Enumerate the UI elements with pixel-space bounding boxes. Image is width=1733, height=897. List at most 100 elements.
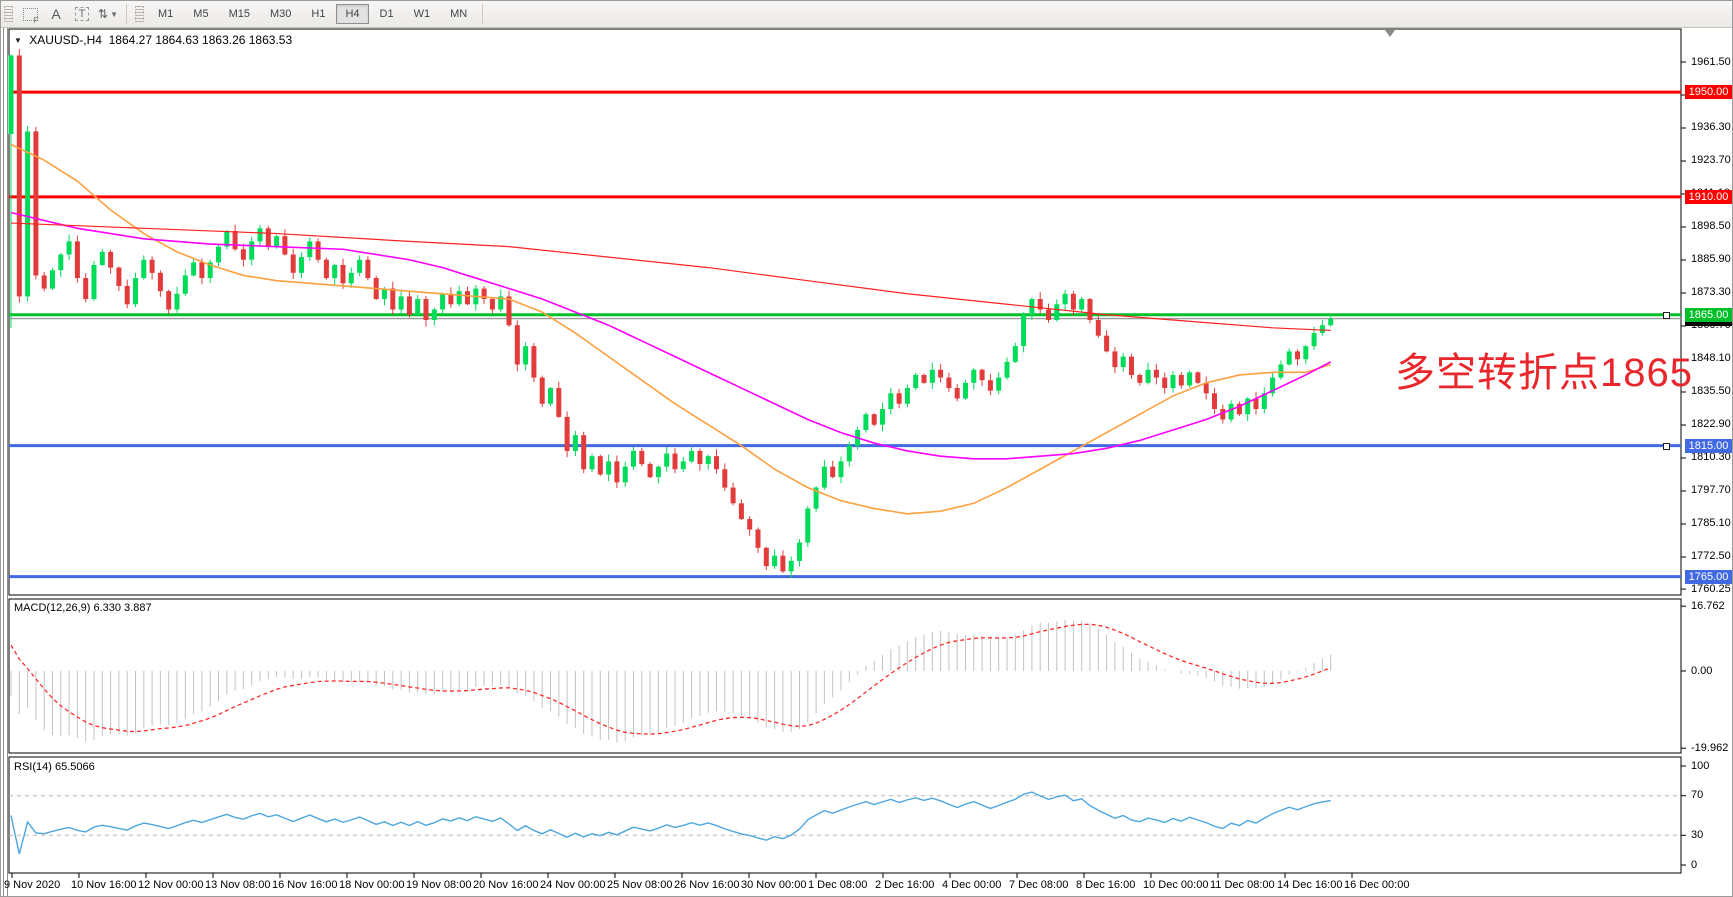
candle-body	[664, 453, 670, 467]
timeframe-button-m15[interactable]: M15	[228, 8, 250, 20]
timeframe-button-m5[interactable]: M5	[193, 8, 209, 20]
candle-body	[1228, 403, 1234, 420]
candle-body	[1112, 351, 1118, 368]
candle-body	[174, 293, 180, 310]
chart-title: ▼ XAUUSD-,H4 1864.27 1864.63 1863.26 186…	[14, 33, 292, 47]
candle-body	[680, 461, 686, 470]
candle-body	[133, 278, 138, 305]
candle-body	[240, 249, 246, 260]
candle-body	[274, 236, 280, 247]
candle-body	[1079, 299, 1085, 310]
candle-body	[216, 246, 221, 263]
text-label-icon[interactable]: T	[70, 3, 94, 25]
timeframe-button-d1[interactable]: D1	[379, 8, 394, 20]
candle-body	[1037, 299, 1043, 310]
time-tick-label: 10 Dec 00:00	[1143, 879, 1209, 891]
candle-body	[357, 259, 363, 273]
candle-body	[1137, 374, 1143, 383]
time-tick-label: 1 Dec 08:00	[808, 879, 868, 891]
candle-body	[282, 236, 288, 255]
timeframe-button-mn[interactable]: MN	[450, 8, 468, 20]
candle-body	[1120, 356, 1126, 368]
price-tick-label: 1835.50	[1691, 385, 1731, 398]
candle-body	[315, 241, 321, 260]
time-tick-label: 30 Nov 00:00	[741, 879, 807, 891]
candle-body	[423, 299, 429, 320]
candle-body	[954, 388, 960, 399]
font-icon[interactable]: A	[51, 6, 61, 22]
candle-body	[531, 346, 537, 378]
candle-body	[1070, 293, 1076, 310]
candle-body	[772, 555, 778, 567]
candle-body	[904, 388, 910, 404]
candle-body	[1203, 382, 1209, 394]
candle-body	[332, 264, 338, 279]
candle-body	[1245, 398, 1251, 415]
time-tick-label: 24 Nov 00:00	[540, 879, 606, 891]
candle-body	[340, 264, 346, 284]
timeframe-button-m30[interactable]: M30	[269, 8, 292, 20]
cycle-arrows-icon[interactable]: ⇅ ▼	[98, 7, 118, 21]
candle-body	[1187, 372, 1193, 386]
hline-handle-1815[interactable]	[1663, 442, 1670, 450]
candle-body	[232, 230, 238, 250]
candle-body	[257, 228, 263, 242]
candle-body	[83, 278, 89, 300]
candle-body	[382, 288, 387, 300]
candle-body	[16, 55, 22, 297]
candle-body	[539, 377, 545, 404]
ma-mid-magenta	[10, 211, 1332, 460]
candle-body	[406, 296, 412, 315]
candle-body	[896, 393, 902, 404]
candle-body	[365, 259, 371, 279]
time-tick-label: 16 Nov 16:00	[272, 879, 338, 891]
rsi-tick-label: 0	[1691, 858, 1698, 871]
candle-body	[1212, 393, 1217, 410]
candle-body	[647, 464, 653, 478]
timeframe-button-group: M1 M5 M15 M30 H1 H4 D1 W1 MN	[148, 4, 477, 24]
candle-body	[323, 259, 329, 279]
hline-handle-1865[interactable]	[1663, 311, 1670, 319]
chart-dropdown-icon[interactable]: ▼	[14, 36, 22, 45]
candle-body	[863, 414, 869, 430]
candle-body	[157, 272, 163, 292]
candle-body	[398, 296, 404, 310]
candle-body	[597, 456, 603, 475]
candle-body	[1145, 369, 1151, 383]
macd-tick-label: 0.00	[1691, 664, 1713, 677]
candle-body	[780, 555, 786, 572]
candle-body	[1328, 318, 1334, 326]
candle-body	[456, 291, 462, 305]
panel-separator-rsi[interactable]	[1, 753, 1732, 757]
chart-shift-marker[interactable]	[1385, 30, 1395, 37]
toolbar-grip[interactable]	[4, 6, 13, 22]
time-tick-label: 8 Dec 16:00	[1076, 879, 1136, 891]
candle-body	[182, 275, 188, 294]
candle-body	[763, 547, 769, 567]
time-tick-label: 19 Nov 08:00	[406, 879, 472, 891]
chart-template-icon[interactable]: F	[18, 3, 42, 25]
candle-body	[572, 435, 578, 451]
candle-body	[199, 262, 205, 279]
candle-body	[1236, 403, 1242, 415]
candle-body	[689, 450, 695, 462]
candle-body	[1270, 377, 1276, 394]
time-tick-label: 20 Nov 16:00	[473, 879, 539, 891]
timeframe-button-m1[interactable]: M1	[158, 8, 174, 20]
candle-body	[489, 299, 495, 310]
panel-separator-macd[interactable]	[1, 595, 1732, 599]
candle-body	[91, 264, 97, 300]
timeframe-button-h1[interactable]: H1	[311, 8, 326, 20]
candle-body	[25, 131, 31, 297]
candle-body	[1311, 333, 1317, 347]
candle-body	[1253, 398, 1259, 410]
candle-body	[1095, 319, 1101, 336]
rsi-indicator-label: RSI(14) 65.5066	[14, 761, 95, 773]
candle-body	[1195, 372, 1201, 383]
timeframe-button-w1[interactable]: W1	[413, 8, 431, 20]
toolbar-grip[interactable]	[135, 6, 144, 22]
candle-body	[448, 293, 454, 305]
candle-body	[1004, 361, 1010, 378]
timeframe-button-h4[interactable]: H4	[336, 4, 369, 24]
